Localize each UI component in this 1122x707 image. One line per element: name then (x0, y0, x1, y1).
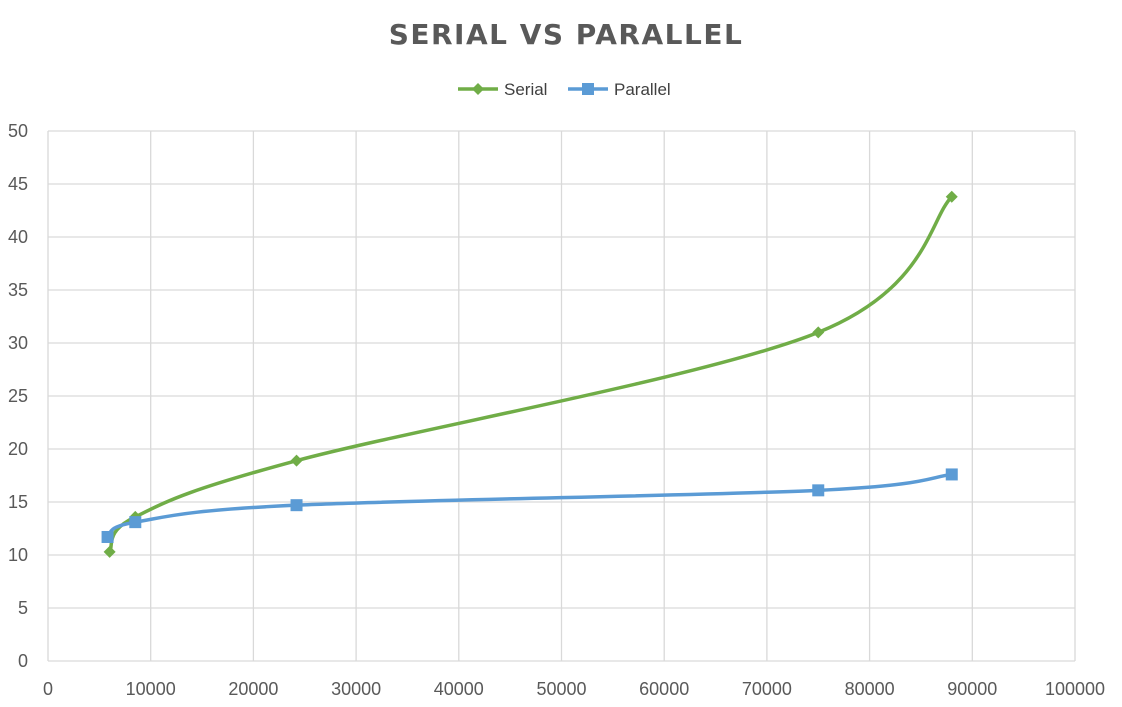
parallel-point (945, 468, 958, 481)
x-tick-label: 100000 (1045, 679, 1105, 699)
legend-item-parallel: Parallel (568, 80, 671, 99)
x-axis: 0 10000 20000 30000 40000 50000 60000 70000 8000… (43, 679, 1105, 699)
legend-label-parallel: Parallel (614, 80, 671, 99)
y-tick-label: 45 (8, 174, 28, 194)
gridlines (47, 130, 1076, 662)
legend-marker-serial (472, 83, 484, 95)
y-tick-label: 15 (8, 492, 28, 512)
series-parallel (101, 468, 958, 543)
y-axis: 0 5 10 15 20 25 30 35 40 45 50 (8, 121, 28, 671)
x-tick-label: 0 (43, 679, 53, 699)
y-tick-label: 25 (8, 386, 28, 406)
serial-point (103, 545, 116, 558)
legend-marker-parallel (582, 83, 594, 95)
chart-title: SERIAL VS PARALLEL (389, 18, 744, 51)
y-tick-label: 20 (8, 439, 28, 459)
serial-point (812, 326, 825, 339)
series-serial (103, 190, 958, 558)
x-tick-label: 60000 (639, 679, 689, 699)
x-tick-label: 30000 (331, 679, 381, 699)
x-tick-label: 80000 (845, 679, 895, 699)
legend: Serial Parallel (458, 80, 671, 99)
parallel-point (101, 530, 114, 543)
serial-point (945, 190, 958, 203)
legend-item-serial: Serial (458, 80, 547, 99)
parallel-point (812, 484, 825, 497)
parallel-point (290, 499, 303, 512)
y-tick-label: 40 (8, 227, 28, 247)
y-tick-label: 10 (8, 545, 28, 565)
x-tick-label: 10000 (126, 679, 176, 699)
x-tick-label: 50000 (536, 679, 586, 699)
serial-point (290, 454, 303, 467)
y-tick-label: 30 (8, 333, 28, 353)
parallel-line (105, 472, 954, 539)
x-tick-label: 40000 (434, 679, 484, 699)
legend-label-serial: Serial (504, 80, 547, 99)
parallel-point (129, 516, 142, 529)
x-tick-label: 90000 (947, 679, 997, 699)
y-tick-label: 35 (8, 280, 28, 300)
y-tick-label: 50 (8, 121, 28, 141)
x-tick-label: 70000 (742, 679, 792, 699)
y-tick-label: 0 (18, 651, 28, 671)
series-layer (101, 190, 958, 558)
y-tick-label: 5 (18, 598, 28, 618)
x-tick-label: 20000 (228, 679, 278, 699)
